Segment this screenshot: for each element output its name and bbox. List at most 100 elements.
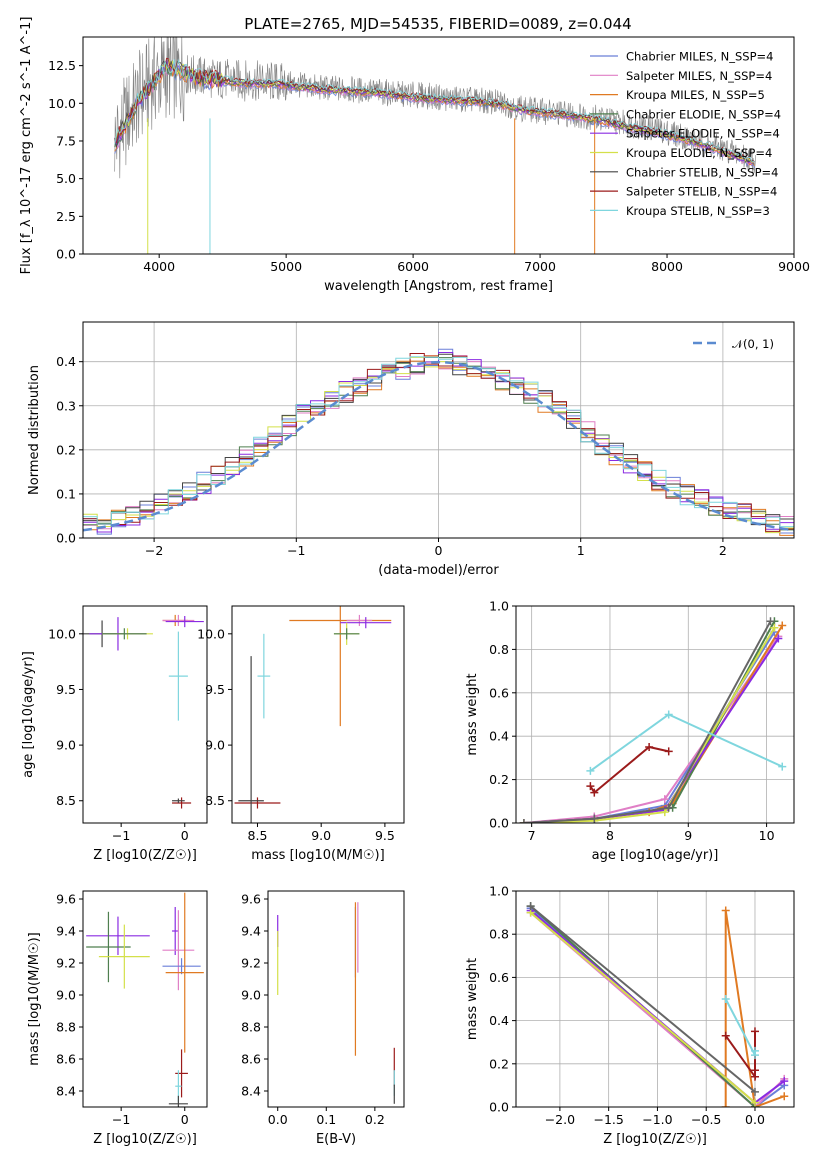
model-spectrum-line [114,58,755,163]
age-vs-metallicity-panel: −1 0 8.5 9.0 9.5 10.0 Z [log10(Z/Z☉)] age [log1… [21,605,208,863]
mass-weight-series [526,908,759,1107]
y-axis-label: Flux [f_λ 10^-17 erg cm^-2 s^-1 A^-1] [19,17,34,275]
y-tick-label: 8.8 [56,1020,76,1035]
plus-marker [660,795,669,804]
mass-weight-series [519,632,783,823]
plus-marker [778,621,787,630]
legend: Chabrier MILES, N_SSP=4 Salpeter MILES, N… [590,50,781,218]
massweight-vs-metallicity-panel: −2.0 −1.5 −1.0 −0.5 0.0 0.0 0.2 0.4 0.6 0.8 1.0 Z [… [465,884,795,1147]
y-tick-label: 12.5 [48,58,76,73]
plot-area [86,892,204,1107]
y-tick-label: 9.2 [56,956,76,971]
axes-frame [267,890,405,1108]
figure-title: PLATE=2765, MJD=54535, FIBERID=0089, z=0… [244,15,631,33]
legend-label: Salpeter ELODIE, N_SSP=4 [626,127,780,141]
x-tick-label: 10 [759,828,775,843]
y-tick-label: 0.2 [56,442,76,457]
x-tick-label: 7 [528,828,536,843]
legend: 𝒩(0, 1) [693,337,774,351]
y-tick-label: 0.8 [489,927,509,942]
error-bar-point [168,1095,188,1107]
y-axis-label: mass weight [465,673,480,755]
plus-marker [750,1066,759,1075]
mass-vs-metallicity-panel: −1 0 8.4 8.6 8.8 9.0 9.2 9.4 9.6 Z [log10(Z/Z☉)] m… [27,890,208,1147]
error-bar-point [162,910,195,991]
y-tick-label: 8.4 [241,1084,261,1099]
y-tick-label: 8.4 [56,1084,76,1099]
mass-weight-series [721,995,759,1060]
error-bar-point [333,628,360,640]
axes-frame [231,605,405,824]
x-tick-label: 0 [181,1112,189,1127]
plus-marker [664,803,673,812]
plus-marker [750,1027,759,1036]
x-axis-label: age [log10(age/yr)] [592,848,719,863]
x-tick-label: 9.0 [311,828,331,843]
x-tick-label: 0.0 [268,1112,288,1127]
histogram-step-line [83,356,794,528]
error-bar-point [98,924,150,989]
mass-weight-series [586,743,673,797]
error-bar-point [86,911,131,983]
x-tick-label: 1 [577,543,585,558]
x-tick-label: 4000 [143,259,175,274]
error-bar-point [234,797,281,809]
plus-marker [721,995,730,1003]
x-tick-label: −2.0 [545,1112,575,1127]
legend-label: Chabrier MILES, N_SSP=4 [626,50,773,64]
y-tick-label: 7.5 [56,133,76,148]
y-tick-label: 9.2 [241,956,261,971]
series-line [589,745,669,795]
y-tick-label: 0.0 [489,1100,509,1115]
error-bar-point [257,633,271,719]
y-tick-label: 10.0 [48,626,76,641]
x-axis-label: Z [log10(Z/Z☉)] [93,1132,197,1147]
x-tick-label: 7000 [524,259,556,274]
mass-weight-series [519,623,779,823]
legend-label: Salpeter STELIB, N_SSP=4 [626,185,777,199]
y-tick-label: 9.6 [241,892,261,907]
series-line [523,635,780,823]
x-tick-label: 8 [606,828,614,843]
histogram-step-line [83,353,794,526]
error-bar-point [175,1049,188,1098]
legend-label: 𝒩(0, 1) [732,337,774,351]
plot-area [114,37,756,254]
y-tick-label: 9.0 [205,738,225,753]
x-axis-label: Z [log10(Z/Z☉)] [603,1132,707,1147]
y-tick-label: 9.5 [56,682,76,697]
y-axis-label: mass [log10(M/M☉)] [27,932,42,1065]
legend-label: Chabrier ELODIE, N_SSP=4 [626,107,781,121]
mass-weight-series [519,617,775,823]
error-bar-point [162,958,201,975]
y-tick-label: 10.0 [48,96,76,111]
y-tick-label: 8.5 [56,793,76,808]
x-axis-label: (data-model)/error [378,563,499,578]
x-tick-label: −2 [145,543,163,558]
y-axis-label: age [log10(age/yr)] [21,651,36,778]
y-tick-label: 0.3 [56,398,76,413]
y-tick-label: 0.6 [489,970,509,985]
plus-marker [586,766,595,775]
x-tick-label: −0.5 [691,1112,721,1127]
plus-marker [590,814,599,823]
error-bar-point [86,916,150,955]
y-tick-label: 9.4 [56,924,76,939]
mass-weight-series [519,617,779,823]
x-tick-label: 8000 [651,259,683,274]
y-tick-label: 8.8 [241,1020,261,1035]
x-tick-label: 2 [719,543,727,558]
plus-marker [774,634,783,643]
legend-label: Kroupa STELIB, N_SSP=3 [626,204,770,218]
series-line [589,713,783,772]
x-axis-label: E(B-V) [316,1132,356,1147]
y-tick-label: 0.6 [489,685,509,700]
error-bar-point [165,892,204,1053]
plus-marker [766,617,775,626]
model-spectrum-line [114,57,755,163]
x-tick-label: −1 [112,1112,130,1127]
error-bar-point [165,616,204,628]
x-tick-label: −1.0 [642,1112,672,1127]
y-tick-label: 10.0 [197,626,225,641]
